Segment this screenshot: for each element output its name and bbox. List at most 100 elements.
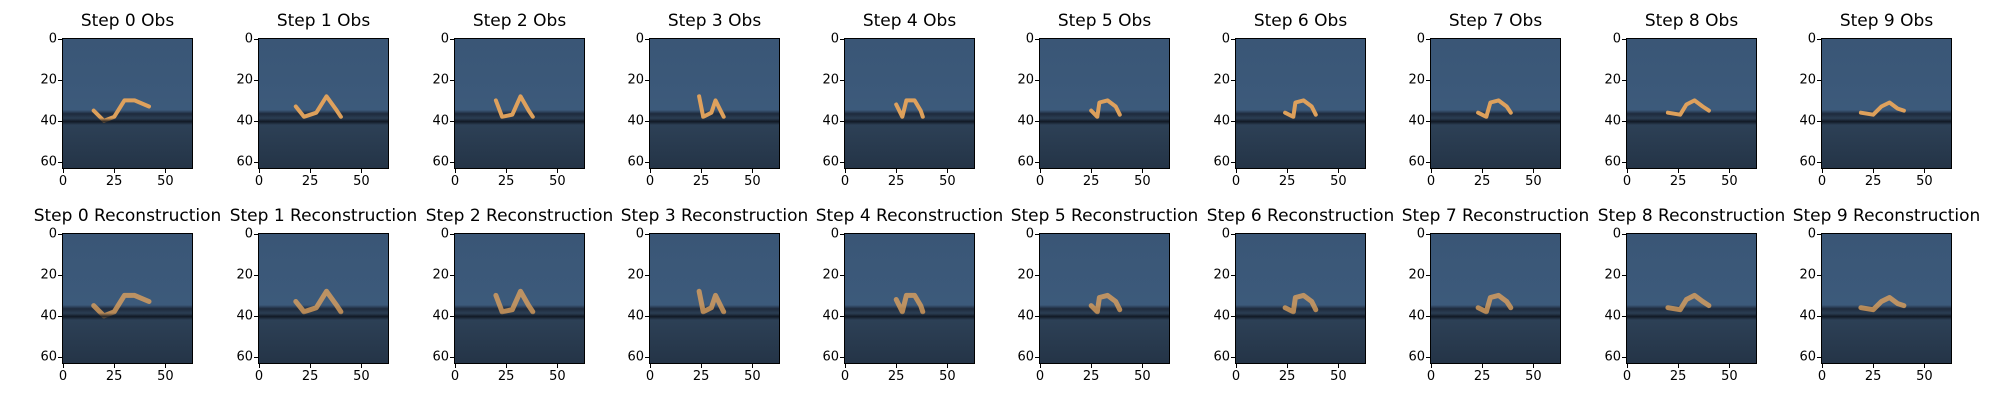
- y-tick-label: 0: [635, 31, 644, 47]
- y-tick-label: 40: [1604, 113, 1621, 129]
- y-tick-label: 60: [1408, 154, 1425, 170]
- panel-obs-step-1: Step 1 Obs 0 20 40 60 0 25 50: [236, 11, 389, 189]
- x-tick-label: 0: [645, 369, 655, 384]
- x-tick-label: 0: [1817, 369, 1827, 384]
- y-tick-label: 40: [432, 308, 449, 324]
- y-tick-mark: [1622, 274, 1626, 276]
- x-tick-label: 50: [744, 174, 761, 189]
- agent-limbs: [91, 98, 151, 123]
- x-tick-label: 50: [1330, 369, 1347, 384]
- y-tick-label: 60: [1604, 154, 1621, 170]
- x-tick-label: 0: [254, 369, 264, 384]
- y-tick-mark: [1035, 356, 1039, 358]
- agent-figure: [1665, 98, 1711, 117]
- agent-figure: [1665, 292, 1712, 313]
- x-tick-label: 0: [1035, 174, 1045, 189]
- y-tick-label: 40: [1604, 308, 1621, 324]
- obs-image: [649, 38, 780, 169]
- y-tick-label: 0: [48, 226, 57, 242]
- x-tick-mark: [1040, 169, 1042, 173]
- x-tick-label: 50: [1134, 369, 1151, 384]
- y-tick-mark: [1035, 39, 1039, 41]
- y-tick-mark: [645, 356, 649, 358]
- agent-figure: [1088, 292, 1123, 315]
- y-tick-mark: [840, 120, 844, 122]
- y-tick-mark: [1426, 315, 1430, 317]
- panel-title: Step 7 Reconstruction: [1401, 206, 1590, 226]
- x-tick-label: 50: [939, 369, 956, 384]
- x-tick-mark: [557, 169, 559, 173]
- y-tick-label: 20: [1213, 267, 1230, 283]
- x-tick-mark: [361, 364, 363, 368]
- agent-limbs: [1665, 98, 1711, 117]
- obs-image: [1821, 38, 1952, 169]
- x-tick-label: 50: [1134, 174, 1151, 189]
- x-tick-mark: [1873, 169, 1875, 173]
- x-tick-label: 25: [105, 174, 123, 189]
- x-tick-mark: [1091, 364, 1093, 368]
- x-tick-mark: [1678, 169, 1680, 173]
- agent-limbs: [1088, 292, 1123, 315]
- x-tick-label: 0: [840, 369, 850, 384]
- x-tick-label: 0: [1622, 369, 1632, 384]
- y-tick-mark: [1817, 161, 1821, 163]
- x-tick-label: 25: [1473, 174, 1491, 189]
- y-tick-label: 0: [48, 31, 57, 47]
- x-tick-label: 50: [744, 369, 761, 384]
- panel-title: Step 4 Obs: [862, 11, 957, 31]
- x-tick-label: 50: [1916, 369, 1933, 384]
- y-tick-mark: [840, 315, 844, 317]
- y-tick-label: 40: [627, 113, 644, 129]
- y-tick-mark: [1426, 39, 1430, 41]
- y-tick-label: 40: [1017, 113, 1034, 129]
- y-tick-mark: [58, 79, 62, 81]
- x-tick-label: 25: [1473, 369, 1491, 384]
- x-tick-mark: [947, 364, 949, 368]
- panel-reconstruction-step-8: Step 8 Reconstruction 0 20 40 60 0 25 50: [1598, 206, 1786, 384]
- y-tick-label: 20: [627, 267, 644, 283]
- y-tick-label: 20: [627, 72, 644, 88]
- x-tick-mark: [1431, 364, 1433, 368]
- y-tick-label: 60: [1799, 154, 1816, 170]
- y-tick-mark: [450, 39, 454, 41]
- x-tick-label: 25: [301, 369, 319, 384]
- x-tick-mark: [650, 364, 652, 368]
- y-tick-label: 40: [236, 113, 253, 129]
- x-tick-mark: [1482, 364, 1484, 368]
- y-tick-label: 40: [627, 308, 644, 324]
- panel-title: Step 7 Obs: [1448, 11, 1543, 31]
- y-tick-mark: [840, 39, 844, 41]
- x-tick-label: 0: [1817, 174, 1827, 189]
- x-tick-mark: [947, 169, 949, 173]
- y-tick-label: 20: [432, 267, 449, 283]
- y-tick-mark: [1622, 39, 1626, 41]
- x-tick-mark: [1287, 169, 1289, 173]
- y-tick-label: 20: [1408, 72, 1425, 88]
- agent-limbs: [696, 288, 727, 315]
- panel-reconstruction-step-6: Step 6 Reconstruction 0 20 40 60 0 25 50: [1207, 206, 1395, 384]
- y-tick-label: 0: [1612, 226, 1621, 242]
- y-tick-label: 40: [1213, 308, 1230, 324]
- y-tick-mark: [58, 39, 62, 41]
- agent-limbs: [893, 292, 926, 315]
- y-tick-mark: [1622, 120, 1626, 122]
- reconstruction-image: [844, 233, 975, 364]
- y-tick-mark: [1817, 274, 1821, 276]
- reconstruction-image: [1235, 233, 1366, 364]
- y-tick-mark: [254, 39, 258, 41]
- y-tick-mark: [1035, 234, 1039, 236]
- x-tick-mark: [506, 169, 508, 173]
- x-tick-mark: [259, 169, 261, 173]
- x-tick-mark: [63, 169, 65, 173]
- y-tick-label: 0: [244, 31, 253, 47]
- y-tick-mark: [450, 315, 454, 317]
- obs-image: [1235, 38, 1366, 169]
- x-tick-label: 0: [1426, 174, 1436, 189]
- y-tick-mark: [1817, 39, 1821, 41]
- x-tick-label: 25: [1278, 174, 1296, 189]
- x-tick-mark: [114, 169, 116, 173]
- y-tick-label: 20: [1799, 72, 1816, 88]
- y-tick-label: 60: [1408, 349, 1425, 365]
- y-tick-label: 0: [1416, 226, 1425, 242]
- y-tick-label: 0: [635, 226, 644, 242]
